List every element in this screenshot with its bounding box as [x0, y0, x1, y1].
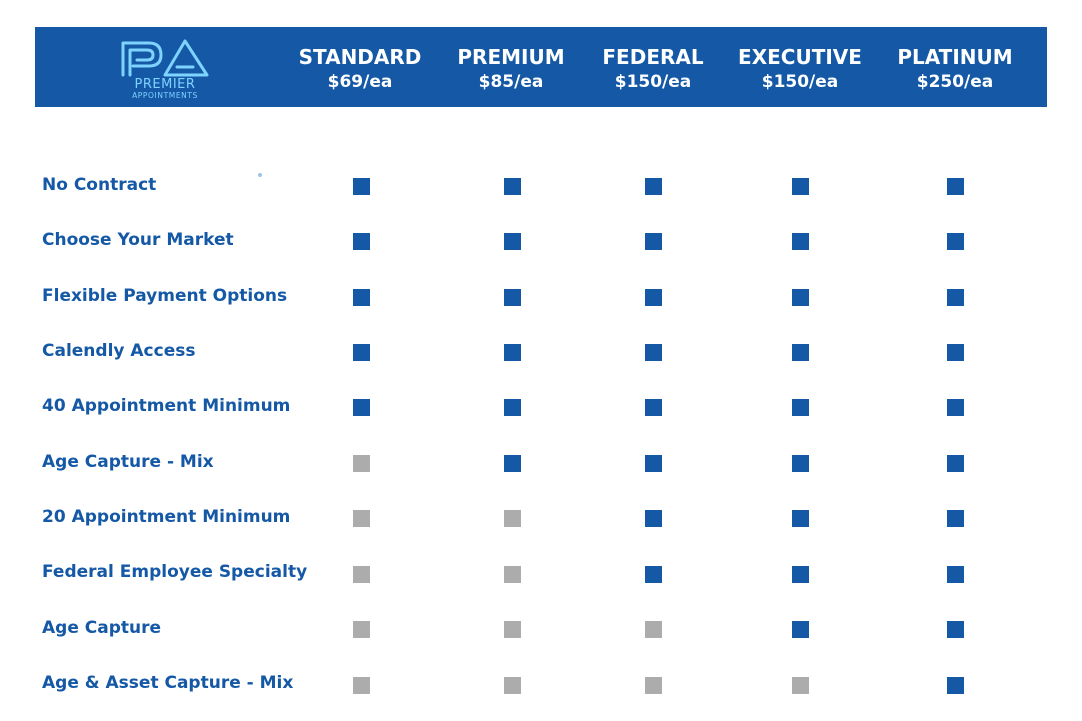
included-check-icon [352, 288, 370, 306]
not-included-icon [503, 620, 521, 638]
not-included-icon [503, 565, 521, 583]
included-check-icon [791, 232, 809, 250]
included-check-icon [503, 232, 521, 250]
feature-label: Flexible Payment Options [42, 286, 288, 306]
included-check-icon [352, 177, 370, 195]
included-check-icon [791, 288, 809, 306]
logo-premier-text: PREMIER [134, 77, 196, 92]
included-check-icon [503, 454, 521, 472]
not-included-icon [644, 676, 662, 694]
included-check-icon [791, 620, 809, 638]
included-check-icon [644, 288, 662, 306]
included-check-icon [503, 343, 521, 361]
plan-name: STANDARD [298, 45, 422, 69]
included-check-icon [644, 565, 662, 583]
included-check-icon [644, 343, 662, 361]
not-included-icon [503, 509, 521, 527]
included-check-icon [644, 454, 662, 472]
included-check-icon [644, 509, 662, 527]
feature-label: Age Capture [42, 618, 162, 638]
premier-appointments-logo: PREMIER APPOINTMENTS [115, 37, 215, 101]
plan-price: $150/ea [614, 72, 692, 92]
included-check-icon [946, 454, 964, 472]
plan-platinum: PLATINUM $250/ea [880, 27, 1030, 107]
included-check-icon [352, 232, 370, 250]
feature-label: Age & Asset Capture - Mix [42, 673, 294, 693]
included-check-icon [791, 398, 809, 416]
not-included-icon [352, 565, 370, 583]
not-included-icon [503, 676, 521, 694]
plan-price: $150/ea [761, 72, 839, 92]
included-check-icon [352, 398, 370, 416]
included-check-icon [946, 232, 964, 250]
plan-standard: STANDARD $69/ea [285, 27, 435, 107]
plan-federal: FEDERAL $150/ea [578, 27, 728, 107]
pricing-header: PREMIER APPOINTMENTS STANDARD $69/ea PRE… [35, 27, 1047, 107]
included-check-icon [946, 177, 964, 195]
included-check-icon [946, 509, 964, 527]
not-included-icon [644, 620, 662, 638]
included-check-icon [946, 398, 964, 416]
feature-label: Age Capture - Mix [42, 452, 214, 472]
plan-premium: PREMIUM $85/ea [436, 27, 586, 107]
included-check-icon [946, 288, 964, 306]
included-check-icon [503, 177, 521, 195]
included-check-icon [791, 454, 809, 472]
decorative-dot [258, 173, 262, 177]
included-check-icon [946, 676, 964, 694]
not-included-icon [352, 620, 370, 638]
plan-name: PREMIUM [457, 45, 565, 69]
included-check-icon [946, 565, 964, 583]
included-check-icon [644, 232, 662, 250]
feature-label: Choose Your Market [42, 230, 234, 250]
feature-label: Federal Employee Specialty [42, 562, 308, 582]
included-check-icon [791, 565, 809, 583]
not-included-icon [352, 676, 370, 694]
included-check-icon [946, 343, 964, 361]
included-check-icon [791, 509, 809, 527]
included-check-icon [503, 398, 521, 416]
included-check-icon [946, 620, 964, 638]
plan-name: FEDERAL [602, 45, 704, 69]
not-included-icon [352, 454, 370, 472]
not-included-icon [791, 676, 809, 694]
plan-price: $250/ea [916, 72, 994, 92]
included-check-icon [644, 398, 662, 416]
not-included-icon [352, 509, 370, 527]
included-check-icon [791, 177, 809, 195]
feature-label: Calendly Access [42, 341, 196, 361]
included-check-icon [644, 177, 662, 195]
plan-price: $69/ea [327, 72, 393, 92]
plan-executive: EXECUTIVE $150/ea [725, 27, 875, 107]
plan-price: $85/ea [478, 72, 544, 92]
plan-name: PLATINUM [897, 45, 1013, 69]
feature-label: No Contract [42, 175, 157, 195]
plan-name: EXECUTIVE [738, 45, 862, 69]
included-check-icon [791, 343, 809, 361]
pa-monogram-icon [121, 39, 209, 77]
included-check-icon [503, 288, 521, 306]
included-check-icon [352, 343, 370, 361]
feature-label: 40 Appointment Minimum [42, 396, 291, 416]
logo-appointments-text: APPOINTMENTS [132, 91, 198, 100]
feature-label: 20 Appointment Minimum [42, 507, 291, 527]
